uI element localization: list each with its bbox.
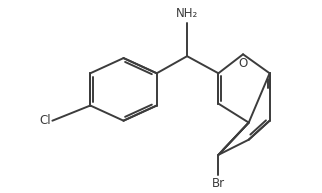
Text: Br: Br — [212, 177, 225, 190]
Text: O: O — [238, 57, 248, 69]
Text: NH₂: NH₂ — [176, 7, 198, 20]
Text: Cl: Cl — [39, 114, 51, 127]
